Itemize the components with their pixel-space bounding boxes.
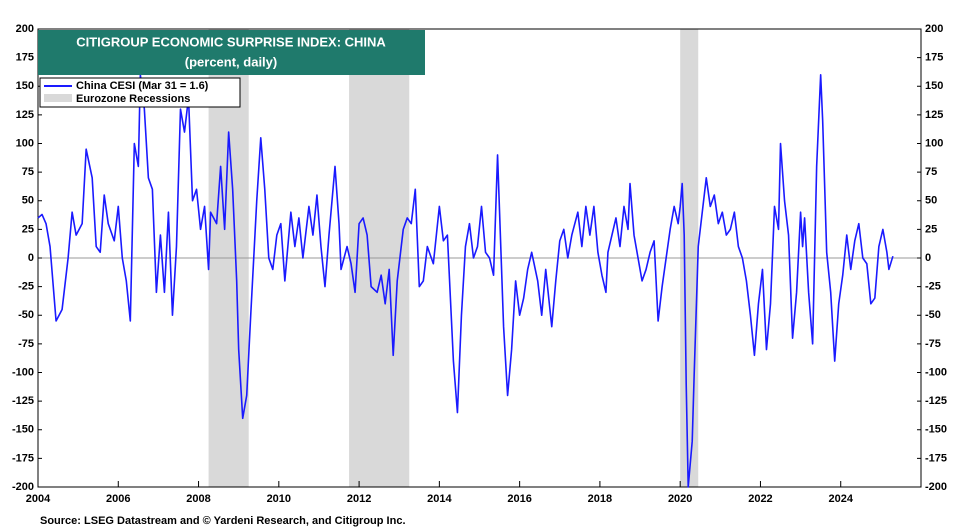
- y2-tick-label: -150: [925, 424, 947, 436]
- y-tick-label: -125: [12, 395, 34, 407]
- chart-subtitle: (percent, daily): [185, 54, 277, 69]
- y2-tick-label: -175: [925, 452, 947, 464]
- y-tick-label: -100: [12, 366, 34, 378]
- y2-tick-label: 0: [925, 252, 931, 264]
- y2-tick-label: -25: [925, 281, 941, 293]
- y-tick-label: -175: [12, 452, 34, 464]
- x-tick-label: 2018: [588, 493, 612, 505]
- y2-tick-label: 50: [925, 195, 937, 207]
- y2-tick-label: 200: [925, 23, 943, 35]
- title-box: [38, 30, 425, 75]
- x-tick-label: 2006: [106, 493, 130, 505]
- axis-layer: -200 -200 -175 -175 -150 -150 -125 -125 -100 -100…: [12, 23, 947, 505]
- y2-tick-label: 25: [925, 223, 937, 235]
- y-tick-label: 125: [16, 109, 34, 121]
- legend-label: China CESI (Mar 31 = 1.6): [76, 80, 209, 92]
- y2-tick-label: 125: [925, 109, 943, 121]
- plot-layer: [37, 74, 894, 488]
- y-tick-label: -25: [18, 281, 34, 293]
- y-tick-label: -150: [12, 424, 34, 436]
- source-note: Source: LSEG Datastream and © Yardeni Re…: [40, 515, 406, 527]
- y-tick-label: 25: [22, 223, 34, 235]
- y2-tick-label: -100: [925, 366, 947, 378]
- y2-tick-label: 75: [925, 166, 937, 178]
- legend-label: Eurozone Recessions: [76, 93, 190, 105]
- y-tick-label: 150: [16, 80, 34, 92]
- y-tick-label: 75: [22, 166, 34, 178]
- y-tick-label: -75: [18, 338, 34, 350]
- y-tick-label: -200: [12, 481, 34, 493]
- y2-tick-label: 175: [925, 52, 943, 64]
- y2-tick-label: -125: [925, 395, 947, 407]
- y-tick-label: 100: [16, 137, 34, 149]
- x-tick-label: 2016: [507, 493, 531, 505]
- y-tick-label: 200: [16, 23, 34, 35]
- y-tick-label: 50: [22, 195, 34, 207]
- y-tick-label: -50: [18, 309, 34, 321]
- x-tick-label: 2010: [267, 493, 291, 505]
- y2-tick-label: -50: [925, 309, 941, 321]
- x-tick-label: 2012: [347, 493, 371, 505]
- x-tick-label: 2022: [748, 493, 772, 505]
- y2-tick-label: 100: [925, 137, 943, 149]
- y2-tick-label: 150: [925, 80, 943, 92]
- y2-tick-label: -75: [925, 338, 941, 350]
- x-tick-label: 2020: [668, 493, 692, 505]
- x-tick-label: 2014: [427, 493, 452, 505]
- x-tick-label: 2024: [828, 493, 853, 505]
- y2-tick-label: -200: [925, 481, 947, 493]
- legend: [39, 77, 241, 108]
- y-tick-label: 175: [16, 52, 34, 64]
- x-tick-label: 2008: [186, 493, 210, 505]
- x-tick-label: 2004: [26, 493, 51, 505]
- y-tick-label: 0: [28, 252, 34, 264]
- series-line: [37, 74, 894, 488]
- legend-swatch: [44, 94, 72, 102]
- chart-title: CITIGROUP ECONOMIC SURPRISE INDEX: CHINA: [76, 34, 386, 49]
